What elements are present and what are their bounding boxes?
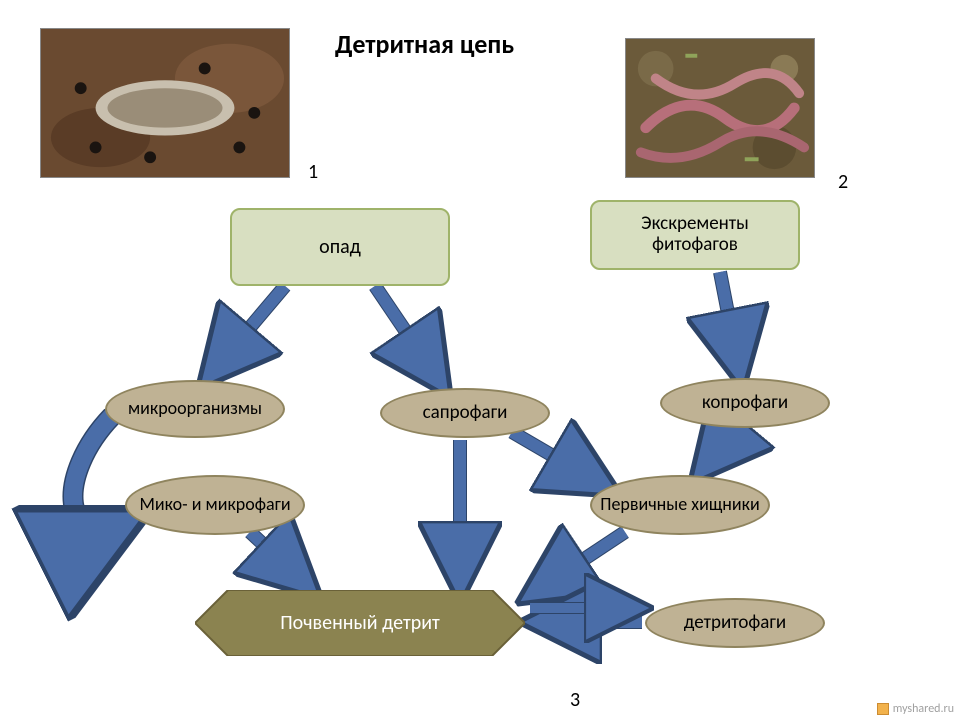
- node-kopro: копрофаги: [660, 378, 830, 428]
- node-micro: микроорганизмы: [105, 380, 285, 438]
- diagram-canvas: Детритная цепь 1 2 3 опадЭкскременты фит…: [0, 0, 960, 720]
- node-mikofagi: Мико- и микрофаги: [125, 475, 305, 535]
- arrow-pred-to-soil: [530, 532, 625, 595]
- node-detritofagi: детритофаги: [645, 598, 825, 648]
- arrow-opad-to-micro: [208, 286, 285, 377]
- watermark: myshared.ru: [877, 702, 954, 716]
- arrow-sapro-to-pred: [512, 432, 608, 488]
- watermark-text: myshared.ru: [893, 702, 954, 716]
- arrow-opad-to-sapro: [375, 286, 442, 385]
- arrow-mikofagi-to-soil: [250, 532, 310, 588]
- node-soil: Почвенный детрит: [195, 590, 525, 656]
- arrow-micro-to-mikofagi: [73, 416, 130, 529]
- arrow-kopro-to-pred: [700, 430, 735, 472]
- node-predators: Первичные хищники: [590, 475, 770, 535]
- watermark-icon: [877, 703, 889, 715]
- node-sapro: сапрофаги: [380, 388, 550, 438]
- node-excr: Экскременты фитофагов: [590, 200, 800, 270]
- node-opad: опад: [230, 208, 450, 286]
